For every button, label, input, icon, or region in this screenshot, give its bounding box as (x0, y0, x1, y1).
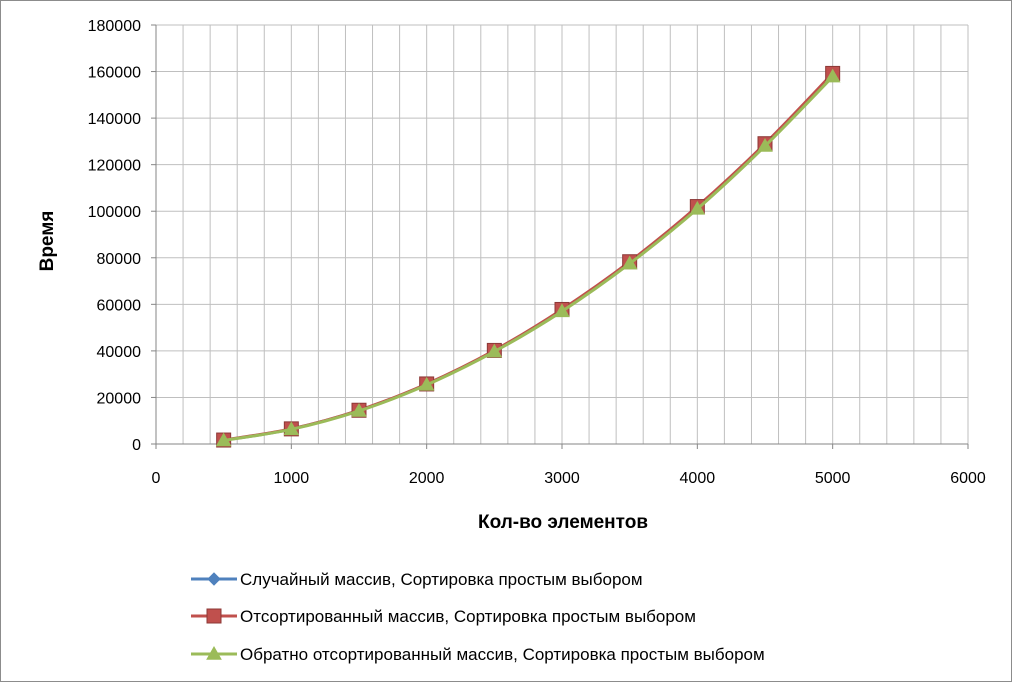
y-tick-labels: 0 20000 40000 60000 80000 100000 120000 140000 1… (88, 18, 141, 454)
series-lines (215, 65, 841, 448)
legend-marker (206, 645, 222, 660)
data-point (757, 138, 773, 152)
y-tick-label: 0 (132, 437, 141, 454)
data-point (486, 343, 503, 358)
data-point (351, 402, 367, 417)
y-tick-label: 180000 (88, 18, 141, 35)
legend-marker (206, 608, 222, 624)
x-tick-label: 4000 (680, 470, 716, 487)
y-tick-label: 160000 (88, 65, 141, 82)
x-tick-label: 0 (152, 470, 161, 487)
y-tick-label: 60000 (97, 297, 142, 314)
data-point (418, 376, 435, 391)
x-tick-label: 2000 (409, 470, 445, 487)
legend-item: Обратно отсортированный массив, Сортиров… (191, 645, 765, 664)
x-tick-label: 6000 (950, 470, 986, 487)
y-tick-label: 140000 (88, 111, 141, 128)
series-3 (215, 68, 841, 447)
x-tick-label: 3000 (544, 470, 580, 487)
x-tick-label: 5000 (815, 470, 851, 487)
grid (151, 24, 969, 449)
data-point (283, 421, 300, 436)
series-line (223, 72, 834, 442)
data-point (554, 303, 570, 318)
legend-label: Случайный массив, Сортировка простым выб… (240, 570, 643, 589)
x-tick-label: 1000 (274, 470, 310, 487)
series-2 (216, 65, 841, 448)
y-tick-label: 40000 (97, 344, 142, 361)
x-axis-title: Кол-во элементов (478, 512, 648, 533)
y-tick-label: 100000 (88, 204, 141, 221)
y-tick-label: 20000 (97, 390, 142, 407)
data-point (621, 255, 638, 270)
legend-label: Обратно отсортированный массив, Сортиров… (240, 645, 765, 664)
y-axis-title: Время (37, 211, 58, 272)
data-point (689, 200, 706, 215)
legend-item: Отсортированный массив, Сортировка прост… (191, 607, 696, 626)
data-point (215, 432, 232, 447)
legend: Случайный массив, Сортировка простым выб… (191, 570, 765, 664)
legend-item: Случайный массив, Сортировка простым выб… (191, 570, 643, 589)
legend-marker (207, 572, 221, 586)
x-tick-labels: 0 1000 2000 3000 4000 5000 6000 (152, 470, 986, 487)
legend-label: Отсортированный массив, Сортировка прост… (240, 607, 696, 626)
series-line (223, 75, 834, 442)
y-tick-label: 120000 (88, 158, 141, 175)
y-tick-label: 80000 (97, 251, 142, 268)
data-point (824, 68, 841, 83)
